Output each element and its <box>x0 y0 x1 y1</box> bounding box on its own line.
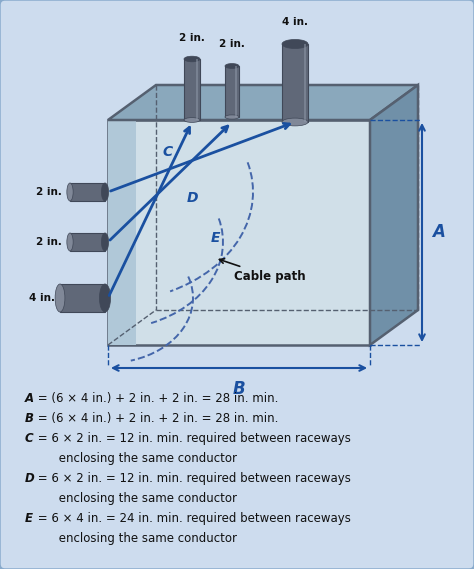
Ellipse shape <box>67 233 73 251</box>
Polygon shape <box>235 66 237 117</box>
Text: Cable path: Cable path <box>219 259 306 283</box>
Text: B: B <box>233 380 246 398</box>
Text: A: A <box>432 223 445 241</box>
Polygon shape <box>304 44 306 122</box>
Text: 2 in.: 2 in. <box>179 33 205 43</box>
Polygon shape <box>225 66 239 117</box>
Polygon shape <box>196 59 198 120</box>
Text: 2 in.: 2 in. <box>36 237 62 247</box>
Polygon shape <box>70 233 105 251</box>
Text: = 6 × 2 in. = 12 in. min. required between raceways: = 6 × 2 in. = 12 in. min. required betwe… <box>34 472 351 485</box>
Polygon shape <box>60 284 105 312</box>
Text: E: E <box>210 231 220 245</box>
Ellipse shape <box>101 183 109 201</box>
Text: E: E <box>25 512 33 525</box>
Text: 2 in.: 2 in. <box>219 39 245 49</box>
Ellipse shape <box>184 56 200 62</box>
Text: enclosing the same conductor: enclosing the same conductor <box>25 532 237 545</box>
Ellipse shape <box>184 118 200 122</box>
Ellipse shape <box>101 233 109 251</box>
Text: A: A <box>25 392 34 405</box>
Polygon shape <box>184 59 200 120</box>
Text: = 6 × 2 in. = 12 in. min. required between raceways: = 6 × 2 in. = 12 in. min. required betwe… <box>34 432 351 445</box>
Ellipse shape <box>100 284 110 312</box>
Text: 4 in.: 4 in. <box>29 293 55 303</box>
Text: 2 in.: 2 in. <box>36 187 62 197</box>
Text: C: C <box>163 145 173 159</box>
Polygon shape <box>70 183 105 201</box>
Text: C: C <box>25 432 34 445</box>
Text: = (6 × 4 in.) + 2 in. + 2 in. = 28 in. min.: = (6 × 4 in.) + 2 in. + 2 in. = 28 in. m… <box>34 392 278 405</box>
Ellipse shape <box>225 64 239 68</box>
Text: = (6 × 4 in.) + 2 in. + 2 in. = 28 in. min.: = (6 × 4 in.) + 2 in. + 2 in. = 28 in. m… <box>34 412 278 425</box>
Text: = 6 × 4 in. = 24 in. min. required between raceways: = 6 × 4 in. = 24 in. min. required betwe… <box>34 512 351 525</box>
Text: enclosing the same conductor: enclosing the same conductor <box>25 452 237 465</box>
Ellipse shape <box>282 39 308 48</box>
Ellipse shape <box>67 183 73 201</box>
Text: 4 in.: 4 in. <box>282 17 308 27</box>
Text: B: B <box>25 412 34 425</box>
Polygon shape <box>108 120 370 345</box>
Text: enclosing the same conductor: enclosing the same conductor <box>25 492 237 505</box>
Polygon shape <box>108 120 136 345</box>
Text: D: D <box>186 191 198 205</box>
Text: D: D <box>25 472 35 485</box>
Ellipse shape <box>282 118 308 126</box>
Ellipse shape <box>225 115 239 119</box>
Polygon shape <box>282 44 308 122</box>
Polygon shape <box>370 85 418 345</box>
Polygon shape <box>108 85 418 120</box>
Ellipse shape <box>55 284 65 312</box>
